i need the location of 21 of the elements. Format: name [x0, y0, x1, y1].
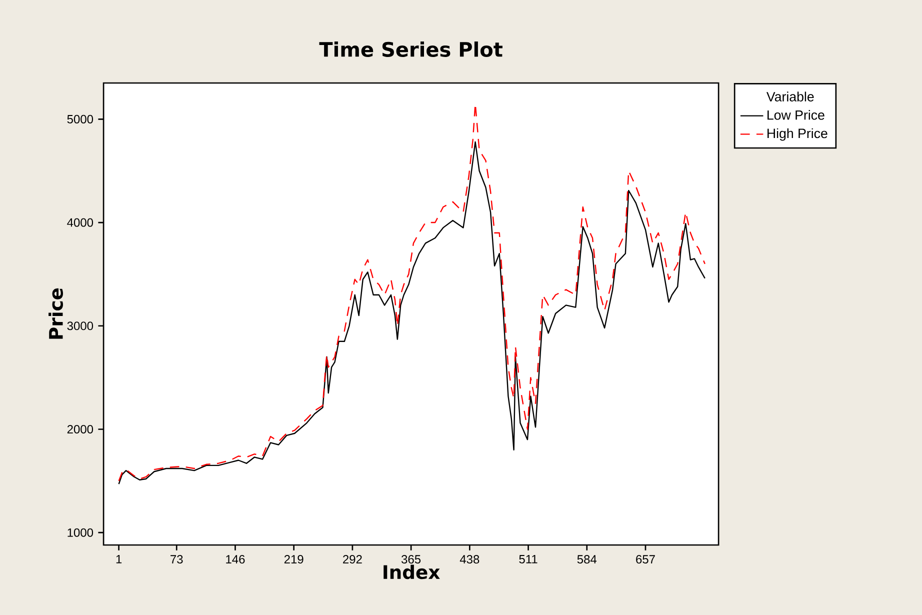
x-tick-label: 365 — [402, 555, 421, 564]
y-axis-title: Price — [48, 288, 63, 339]
x-tick-label: 73 — [170, 555, 183, 564]
y-tick-label: 1000 — [68, 528, 94, 537]
x-tick-label: 146 — [226, 555, 245, 564]
y-tick-label: 2000 — [67, 424, 94, 434]
x-axis-title: Index — [384, 564, 440, 580]
x-tick-label: 1 — [116, 555, 122, 564]
legend-label: Low Price — [768, 110, 824, 120]
chart-title: Time Series Plot — [319, 41, 502, 57]
y-tick-label: 4000 — [67, 218, 94, 227]
x-tick-label: 584 — [577, 555, 597, 564]
x-tick-label: 657 — [636, 555, 655, 564]
y-tick-label: 5000 — [67, 114, 94, 124]
x-tick-label: 219 — [284, 555, 304, 564]
legend-label: High Price — [768, 128, 828, 141]
x-tick-label: 438 — [460, 555, 480, 564]
x-tick-label: 511 — [519, 555, 538, 564]
x-tick-label: 292 — [343, 555, 362, 564]
legend-title: Variable — [766, 92, 814, 102]
y-tick-label: 3000 — [67, 322, 94, 330]
